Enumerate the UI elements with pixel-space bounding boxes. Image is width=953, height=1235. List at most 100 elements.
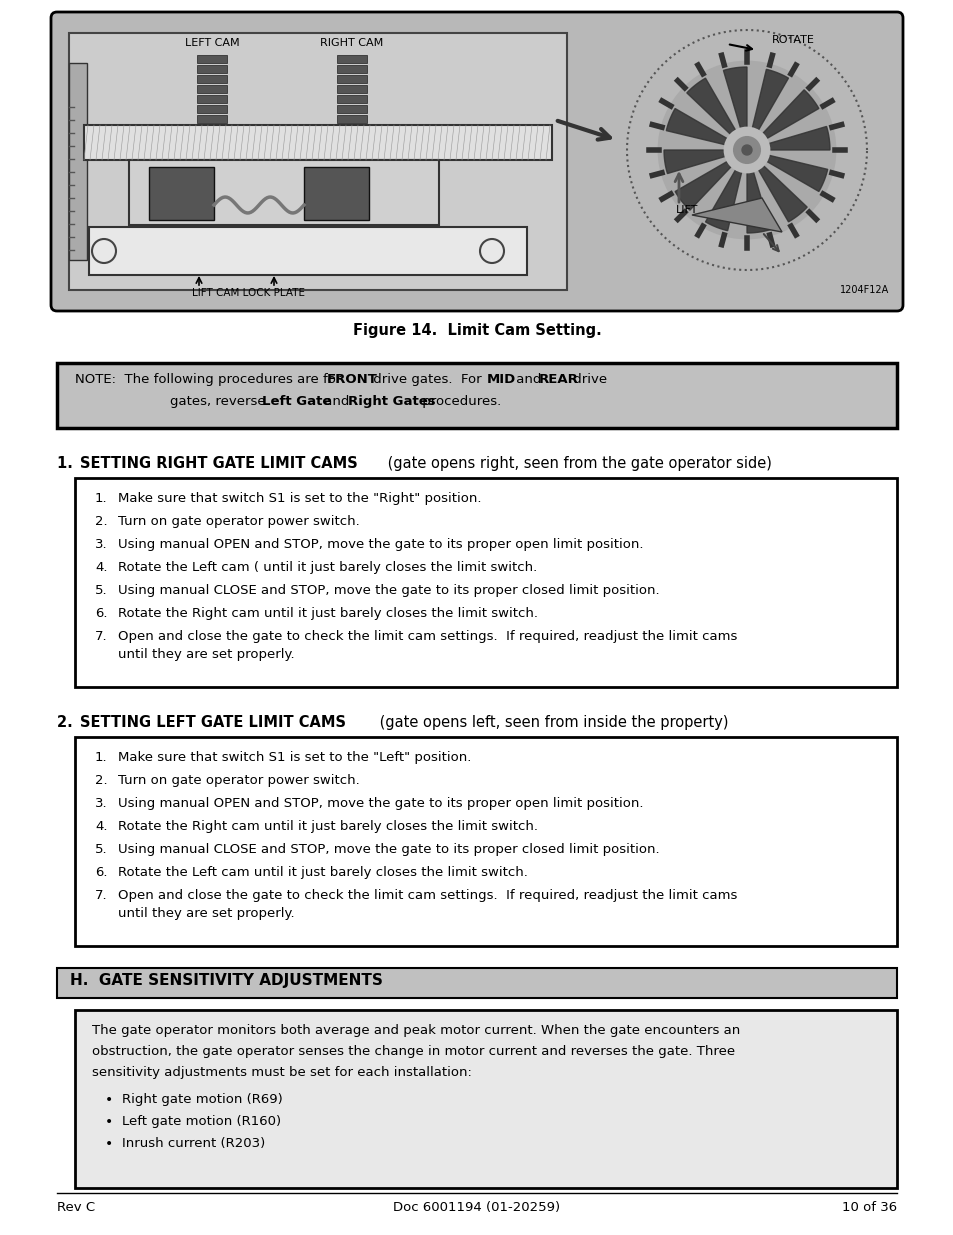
Text: LIFT: LIFT [676,205,698,215]
Polygon shape [665,109,746,149]
Polygon shape [746,149,827,191]
Text: procedures.: procedures. [417,395,500,408]
Polygon shape [722,67,746,149]
Text: 2.: 2. [95,515,108,529]
Text: NOTE:  The following procedures are for: NOTE: The following procedures are for [75,373,345,387]
Text: 6.: 6. [95,866,108,879]
Bar [336,144,367,153]
Bar [69,33,566,290]
Circle shape [724,128,768,172]
Polygon shape [686,78,746,149]
Text: Make sure that switch S1 is set to the "Left" position.: Make sure that switch S1 is set to the "… [118,751,471,764]
Bar [57,968,896,998]
Bar [196,144,227,153]
Text: drive: drive [568,373,606,387]
Bar [336,115,367,124]
Bar [75,737,896,946]
Text: Rotate the Right cam until it just barely closes the limit switch.: Rotate the Right cam until it just barel… [118,820,537,832]
Polygon shape [746,149,770,233]
Text: until they are set properly.: until they are set properly. [118,648,294,661]
Text: 1.: 1. [57,456,83,471]
Text: Figure 14.  Limit Cam Setting.: Figure 14. Limit Cam Setting. [353,324,600,338]
Bar [336,135,367,143]
FancyBboxPatch shape [51,12,902,311]
Polygon shape [746,69,788,149]
Text: 1204F12A: 1204F12A [839,285,888,295]
Text: The gate operator monitors both average and peak motor current. When the gate en: The gate operator monitors both average … [91,1024,740,1037]
Bar [75,1010,896,1188]
Text: Rotate the Right cam until it just barely closes the limit switch.: Rotate the Right cam until it just barel… [118,606,537,620]
Text: 7.: 7. [95,630,108,643]
Text: until they are set properly.: until they are set properly. [118,906,294,920]
Bar [336,185,367,193]
Bar [196,156,227,163]
Polygon shape [746,126,829,149]
Text: and: and [512,373,545,387]
Text: LEFT CAM: LEFT CAM [185,38,239,48]
Text: and: and [319,395,354,408]
Text: sensitivity adjustments must be set for each installation:: sensitivity adjustments must be set for … [91,1066,472,1079]
Polygon shape [691,198,781,232]
Text: 5.: 5. [95,844,108,856]
Text: (gate opens right, seen from the gate operator side): (gate opens right, seen from the gate op… [382,456,771,471]
Text: Doc 6001194 (01-20259): Doc 6001194 (01-20259) [393,1200,560,1214]
Text: 6.: 6. [95,606,108,620]
Text: 1.: 1. [95,751,108,764]
Text: gates, reverse: gates, reverse [170,395,270,408]
Bar [196,205,227,212]
Bar [196,105,227,112]
Bar [89,227,526,275]
Bar [196,75,227,83]
Bar [336,125,367,133]
Bar [196,56,227,63]
Bar [196,165,227,173]
Text: Using manual CLOSE and STOP, move the gate to its proper closed limit position.: Using manual CLOSE and STOP, move the ga… [118,584,659,597]
Bar [196,65,227,73]
Text: 1.: 1. [95,492,108,505]
Text: Using manual CLOSE and STOP, move the gate to its proper closed limit position.: Using manual CLOSE and STOP, move the ga… [118,844,659,856]
Text: FRONT: FRONT [327,373,377,387]
Text: Right Gates: Right Gates [348,395,436,408]
Circle shape [741,144,751,156]
Text: Rev C: Rev C [57,1200,95,1214]
Text: Left gate motion (R160): Left gate motion (R160) [122,1115,281,1128]
Text: Left Gate: Left Gate [262,395,331,408]
Text: 5.: 5. [95,584,108,597]
Bar [149,167,213,220]
Circle shape [659,62,834,238]
Bar [57,363,896,429]
Bar [336,165,367,173]
Text: 4.: 4. [95,561,108,574]
Text: SETTING RIGHT GATE LIMIT CAMS: SETTING RIGHT GATE LIMIT CAMS [80,456,357,471]
Bar [129,161,438,225]
Text: REAR: REAR [538,373,578,387]
Bar [336,195,367,203]
Text: Turn on gate operator power switch.: Turn on gate operator power switch. [118,515,359,529]
Text: •: • [105,1137,113,1151]
Text: H.  GATE SENSITIVITY ADJUSTMENTS: H. GATE SENSITIVITY ADJUSTMENTS [70,973,382,988]
Polygon shape [675,149,746,210]
Bar [196,115,227,124]
Polygon shape [746,90,818,149]
Text: Using manual OPEN and STOP, move the gate to its proper open limit position.: Using manual OPEN and STOP, move the gat… [118,538,643,551]
Text: drive gates.  For: drive gates. For [369,373,485,387]
Polygon shape [746,149,806,222]
Text: Turn on gate operator power switch.: Turn on gate operator power switch. [118,774,359,787]
Bar [336,105,367,112]
Text: •: • [105,1115,113,1129]
Polygon shape [663,149,746,174]
Text: Right gate motion (R69): Right gate motion (R69) [122,1093,282,1107]
Bar [336,85,367,93]
Text: 2.: 2. [95,774,108,787]
Bar [69,63,87,261]
Bar [196,195,227,203]
Text: RIGHT CAM: RIGHT CAM [320,38,383,48]
Bar [75,478,896,687]
Bar [336,205,367,212]
Text: 3.: 3. [95,538,108,551]
Text: LIFT CAM LOCK PLATE: LIFT CAM LOCK PLATE [193,288,305,298]
Bar [196,85,227,93]
Bar [196,95,227,103]
Text: 3.: 3. [95,797,108,810]
Text: •: • [105,1093,113,1107]
